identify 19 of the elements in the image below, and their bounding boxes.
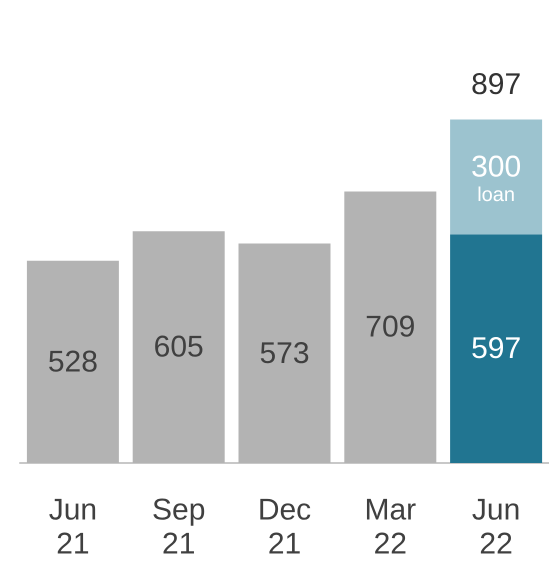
- bar: [450, 119, 542, 234]
- data-label: 709: [365, 310, 416, 344]
- data-label: 528: [48, 345, 98, 378]
- data-label: 573: [259, 336, 310, 370]
- x-tick-label: Mar 22: [364, 494, 416, 560]
- data-label: 597: [471, 332, 522, 366]
- bar: [132, 231, 225, 463]
- data-label: 605: [154, 330, 204, 364]
- x-tick-label: Jun 22: [472, 494, 520, 560]
- data-label: 300: [471, 150, 522, 184]
- bar: [344, 191, 436, 463]
- x-tick-label: Jun 21: [48, 494, 98, 560]
- bar: [450, 234, 542, 463]
- bar: [238, 244, 330, 463]
- total-label: 897: [471, 68, 522, 101]
- series-label: loan: [477, 184, 516, 206]
- x-tick-label: Dec 21: [258, 494, 312, 560]
- x-tick-label: Sep 21: [152, 494, 206, 560]
- bar: [26, 260, 119, 463]
